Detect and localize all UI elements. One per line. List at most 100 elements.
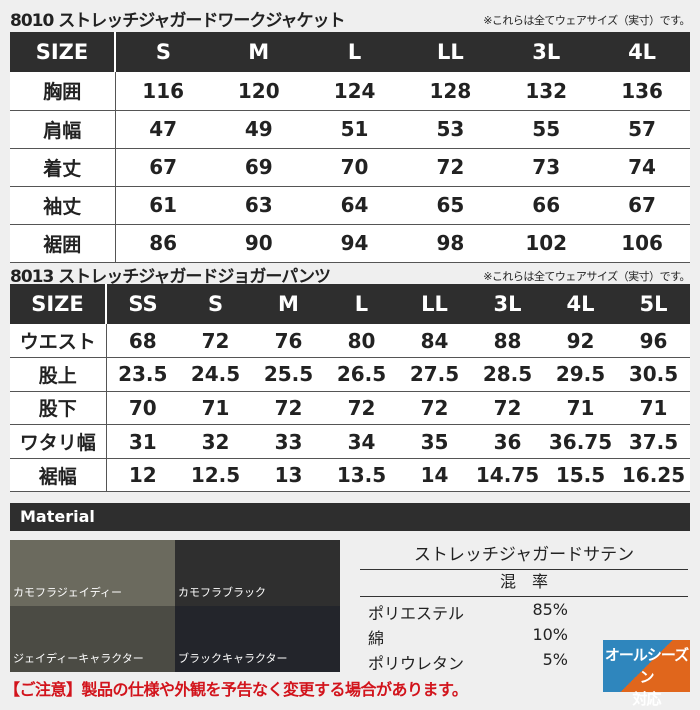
value-cell: 94 <box>306 224 403 263</box>
value-cell: 68 <box>106 324 179 359</box>
fiber-name: ポリウレタン <box>368 654 465 673</box>
value-cell: 25.5 <box>252 357 325 392</box>
table-row: 着丈 67 69 70 72 73 74 <box>10 148 690 187</box>
value-cell: 26.5 <box>325 357 398 392</box>
fiber-name: ポリエステル <box>368 604 465 623</box>
header-cell: LL <box>398 284 471 324</box>
value-cell: 51 <box>306 110 403 149</box>
header-cell: S <box>115 32 211 72</box>
measure-label: 股下 <box>10 391 107 426</box>
value-cell: 24.5 <box>179 357 252 392</box>
value-cell: 136 <box>594 72 690 111</box>
composition-row: 綿 10% <box>368 625 698 649</box>
header-row: SIZE S M L LL 3L 4L <box>10 32 690 72</box>
value-cell: 72 <box>471 391 544 426</box>
value-cell: 47 <box>115 110 211 149</box>
all-season-badge: オールシーズン 対応 <box>603 640 690 708</box>
header-cell: S <box>179 284 252 324</box>
value-cell: 14 <box>398 458 471 493</box>
value-cell: 88 <box>471 324 544 359</box>
measure-label: ワタリ幅 <box>10 424 107 459</box>
value-cell: 36 <box>471 424 544 459</box>
header-cell: SS <box>106 284 179 324</box>
value-cell: 124 <box>306 72 403 111</box>
value-cell: 28.5 <box>471 357 544 392</box>
fiber-percent: 10% <box>532 625 568 644</box>
header-cell: M <box>210 32 307 72</box>
measure-label: 着丈 <box>10 148 116 187</box>
pants-title: 8013 ストレッチジャガードジョガーパンツ <box>10 267 331 287</box>
swatch-label: カモフラジェイディー <box>13 586 123 599</box>
header-cell: 3L <box>498 32 595 72</box>
value-cell: 12 <box>106 458 179 493</box>
value-cell: 70 <box>306 148 403 187</box>
header-cell: 4L <box>544 284 617 324</box>
value-cell: 72 <box>179 324 252 359</box>
value-cell: 106 <box>594 224 690 263</box>
header-cell: L <box>306 32 403 72</box>
jacket-title: 8010 ストレッチジャガードワークジャケット <box>10 11 346 31</box>
header-cell: 4L <box>594 32 690 72</box>
composition-row: ポリウレタン 5% <box>368 650 698 674</box>
value-cell: 32 <box>179 424 252 459</box>
table-row: 股上 23.5 24.5 25.5 26.5 27.5 28.5 29.5 30.5 <box>10 357 690 392</box>
caution-notice: 【ご注意】製品の仕様や外観を予告なく変更する場合があります。 <box>4 680 468 699</box>
measure-label: 胸囲 <box>10 72 116 111</box>
measure-label: 股上 <box>10 357 107 392</box>
value-cell: 132 <box>498 72 595 111</box>
value-cell: 72 <box>252 391 325 426</box>
value-cell: 74 <box>594 148 690 187</box>
value-cell: 13.5 <box>325 458 398 493</box>
value-cell: 31 <box>106 424 179 459</box>
value-cell: 12.5 <box>179 458 252 493</box>
fiber-percent: 85% <box>532 600 568 619</box>
value-cell: 98 <box>402 224 499 263</box>
value-cell: 69 <box>210 148 307 187</box>
value-cell: 76 <box>252 324 325 359</box>
swatch-camo-jd: カモフラジェイディー <box>10 540 175 606</box>
pants-size-table: SIZE SS S M L LL 3L 4L 5L ウエスト 68 72 76 80 84 88 92 96 股上 2… <box>10 284 690 493</box>
swatch-jd-character: ジェイディーキャラクター <box>10 606 175 672</box>
value-cell: 29.5 <box>544 357 617 392</box>
value-cell: 67 <box>594 186 690 225</box>
material-heading: Material <box>10 503 690 531</box>
value-cell: 23.5 <box>106 357 179 392</box>
header-cell: SIZE <box>10 32 116 72</box>
value-cell: 66 <box>498 186 595 225</box>
value-cell: 67 <box>115 148 211 187</box>
value-cell: 53 <box>402 110 499 149</box>
value-cell: 72 <box>325 391 398 426</box>
fiber-percent: 5% <box>542 650 568 669</box>
header-cell: L <box>325 284 398 324</box>
value-cell: 13 <box>252 458 325 493</box>
fabric-name: ストレッチジャガードサテン <box>360 540 688 570</box>
value-cell: 86 <box>115 224 211 263</box>
measure-label: 裾囲 <box>10 224 116 263</box>
fiber-name: 綿 <box>368 629 385 648</box>
header-cell: 3L <box>471 284 544 324</box>
value-cell: 71 <box>179 391 252 426</box>
value-cell: 84 <box>398 324 471 359</box>
table-row: ワタリ幅 31 32 33 34 35 36 36.75 37.5 <box>10 424 690 459</box>
header-row: SIZE SS S M L LL 3L 4L 5L <box>10 284 690 324</box>
value-cell: 70 <box>106 391 179 426</box>
value-cell: 64 <box>306 186 403 225</box>
value-cell: 34 <box>325 424 398 459</box>
measure-label: 裾幅 <box>10 458 107 493</box>
value-cell: 96 <box>617 324 690 359</box>
value-cell: 63 <box>210 186 307 225</box>
table-row: 肩幅 47 49 51 53 55 57 <box>10 110 690 149</box>
value-cell: 90 <box>210 224 307 263</box>
swatch-label: ブラックキャラクター <box>178 652 288 665</box>
header-cell: SIZE <box>10 284 107 324</box>
blend-label: 混 率 <box>360 568 688 597</box>
value-cell: 14.75 <box>471 458 544 493</box>
value-cell: 73 <box>498 148 595 187</box>
value-cell: 102 <box>498 224 595 263</box>
header-cell: M <box>252 284 325 324</box>
measure-label: 袖丈 <box>10 186 116 225</box>
swatch-label: カモフラブラック <box>178 586 266 599</box>
swatch-label: ジェイディーキャラクター <box>13 652 144 665</box>
value-cell: 16.25 <box>617 458 690 493</box>
jacket-note: ※これらは全てウェアサイズ（実寸）です。 <box>483 14 690 27</box>
